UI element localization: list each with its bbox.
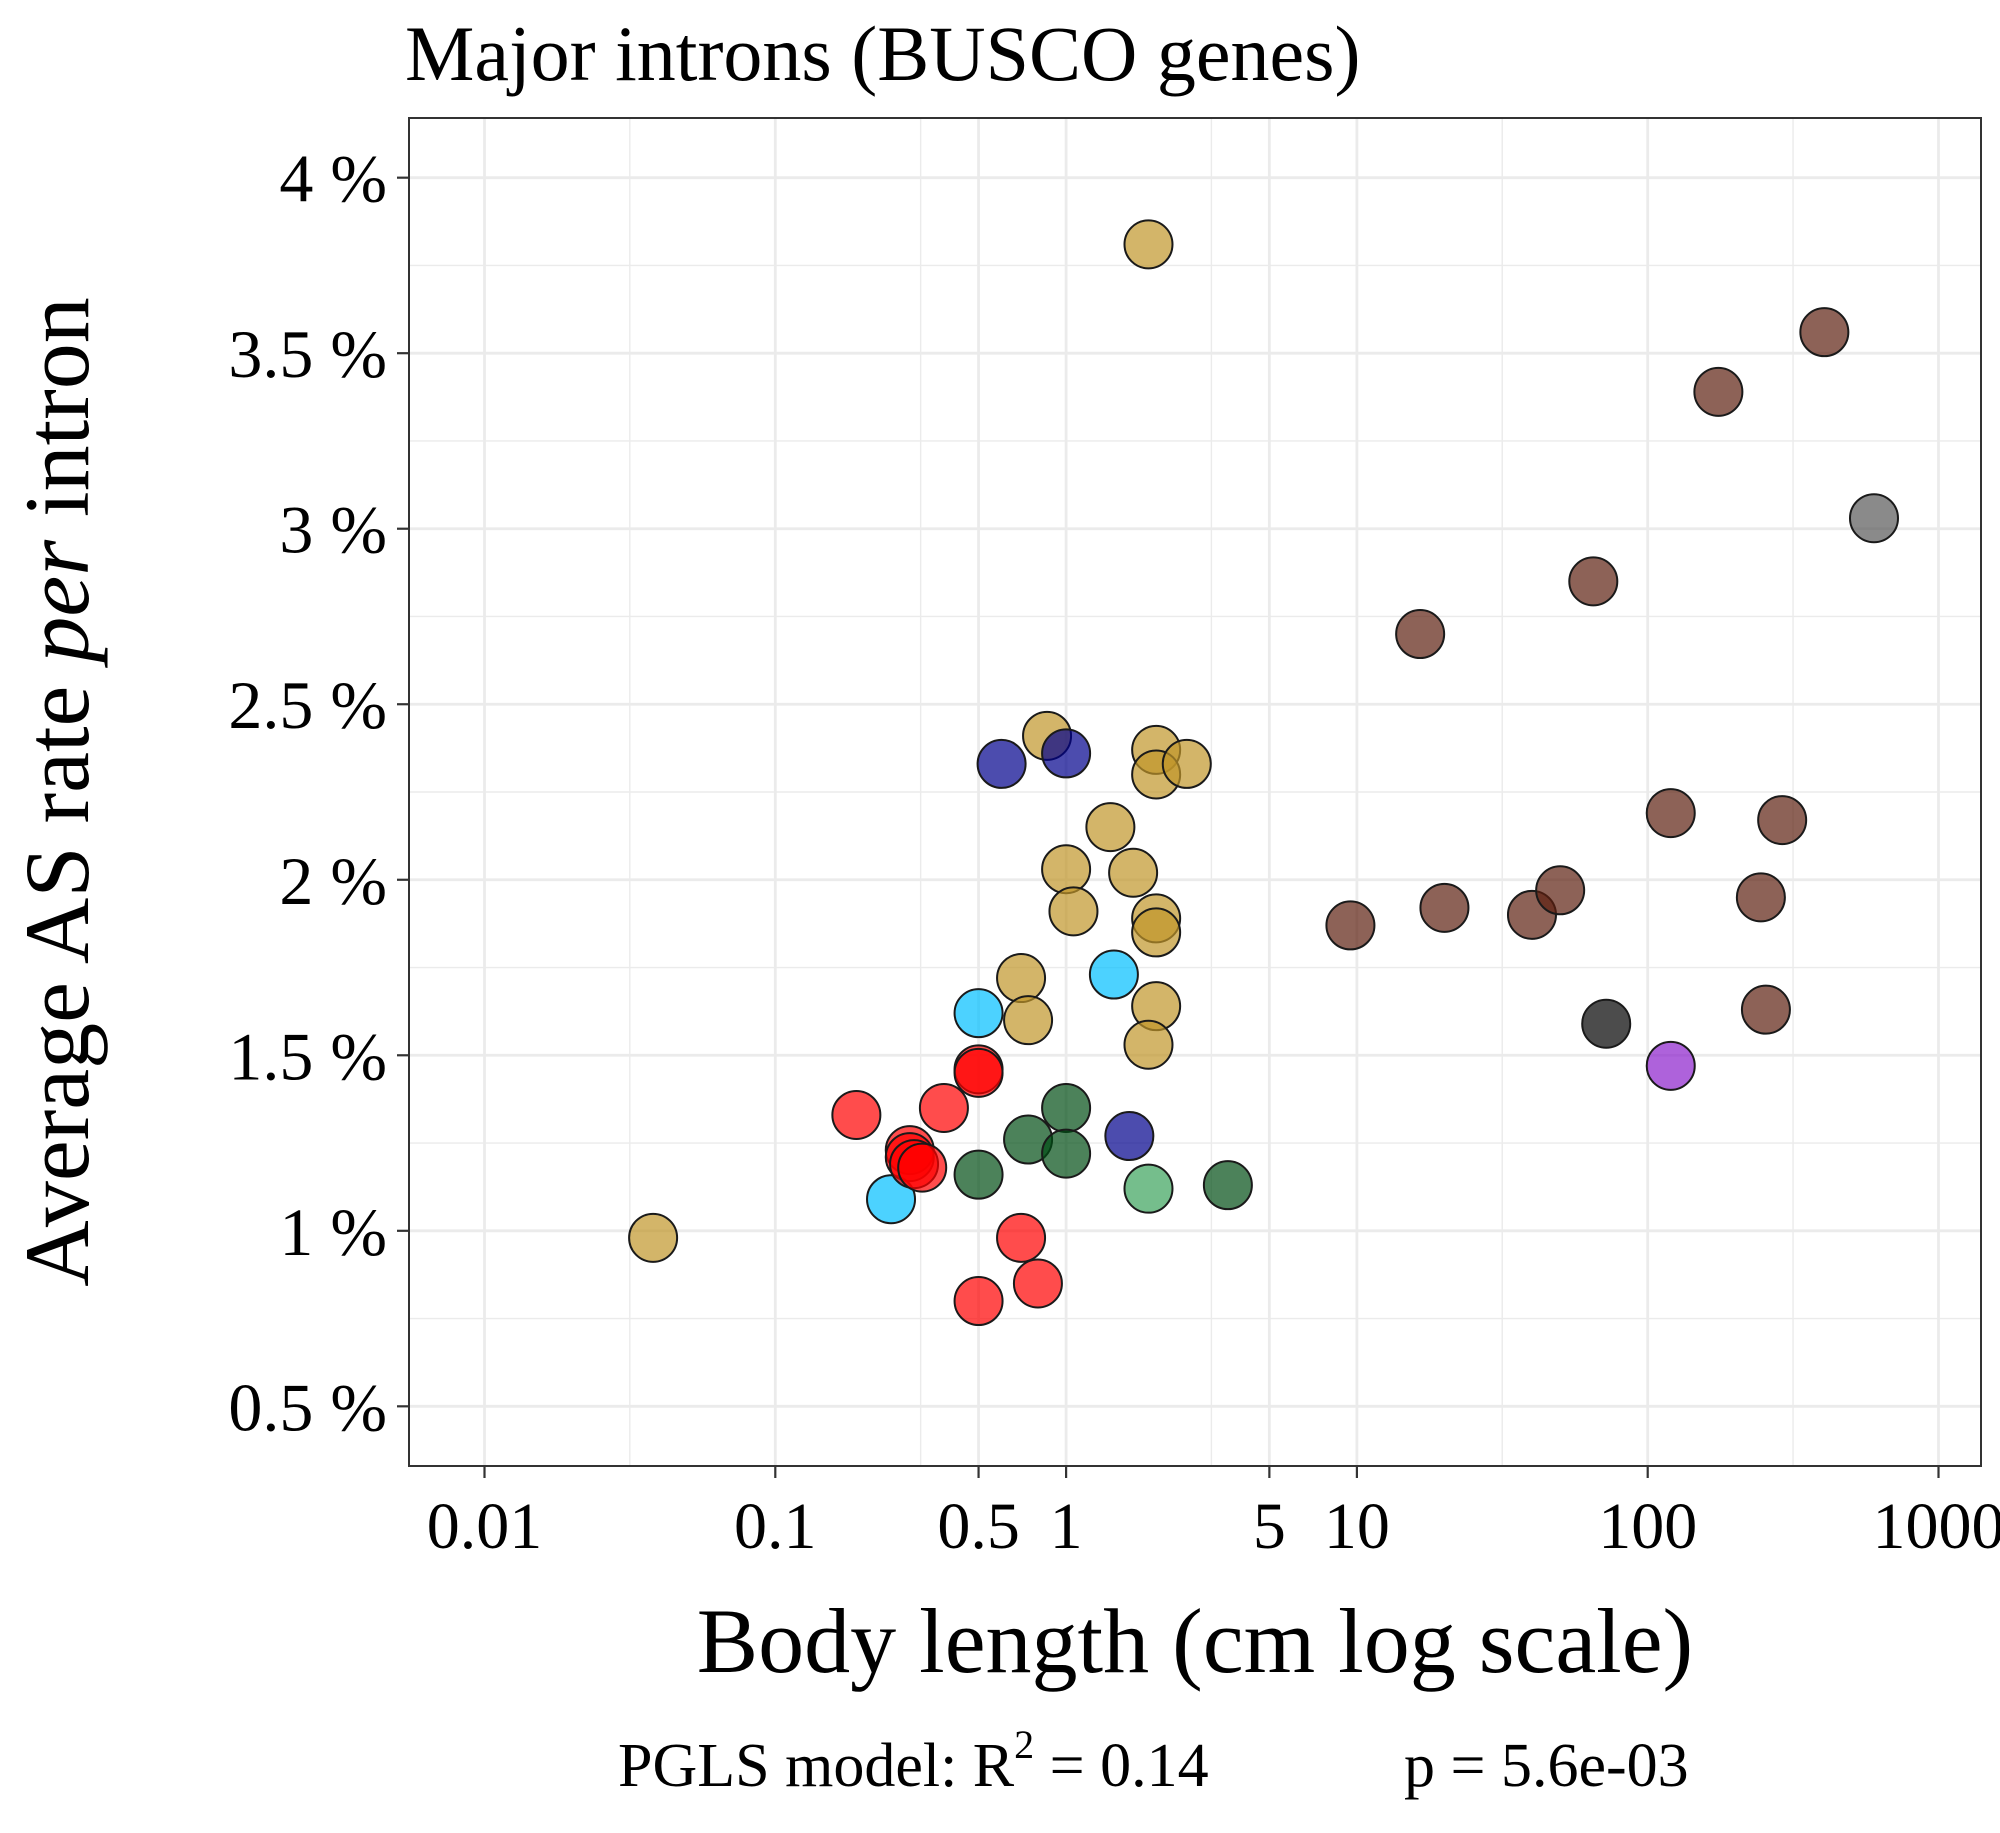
data-point	[1735, 872, 1786, 923]
y-axis-title-italic: per	[6, 539, 108, 669]
x-tick-label: 1000	[1873, 1490, 2000, 1563]
data-point	[1104, 1111, 1155, 1162]
data-point	[1535, 865, 1586, 916]
data-point	[918, 1082, 969, 1133]
data-point	[1693, 366, 1744, 417]
x-tick-label: 0.01	[427, 1490, 543, 1563]
data-point	[1085, 802, 1136, 853]
footnote-pvalue: p = 5.6e-03	[1404, 1732, 1689, 1800]
data-point	[1757, 795, 1808, 846]
data-point	[1041, 1128, 1092, 1179]
x-tick-label: 100	[1598, 1490, 1697, 1563]
data-point	[953, 988, 1004, 1039]
data-point	[1131, 907, 1182, 958]
data-point	[1161, 738, 1212, 789]
x-tick-label: 0.5	[937, 1490, 1020, 1563]
data-point	[1325, 900, 1376, 951]
data-point	[897, 1142, 948, 1193]
y-axis-title: Average AS rate per intron	[6, 297, 108, 1287]
data-point	[831, 1089, 882, 1140]
data-point	[1012, 1258, 1063, 1309]
data-points	[628, 219, 1899, 1327]
data-point	[1202, 1160, 1253, 1211]
data-point	[1048, 886, 1099, 937]
data-point	[1123, 1019, 1174, 1070]
data-point	[1740, 984, 1791, 1035]
data-point	[1041, 844, 1092, 895]
footnote-r2: = 0.14	[1034, 1732, 1208, 1800]
data-point	[1799, 307, 1850, 358]
data-point	[1645, 1040, 1696, 1091]
x-axis-title: Body length (cm log scale)	[697, 1590, 1693, 1692]
data-point	[1395, 609, 1446, 660]
x-axis: 0.01 0.1 0.5 1 5 10 100 1000	[427, 1466, 2000, 1563]
y-axis: 0.5 % 1 % 1.5 % 2 % 2.5 % 3 % 3.5 % 4 %	[228, 141, 409, 1445]
data-point	[996, 953, 1047, 1004]
x-tick-label: 5	[1253, 1490, 1286, 1563]
y-tick-label: 2.5 %	[228, 667, 387, 743]
x-tick-label: 10	[1324, 1490, 1390, 1563]
plot-border	[408, 117, 1982, 1467]
y-tick-label: 3 %	[279, 492, 387, 568]
major-gridlines	[409, 118, 1981, 1466]
footnote-label: PGLS model: R	[618, 1732, 1015, 1800]
data-point	[1123, 1163, 1174, 1214]
y-tick-label: 1 %	[279, 1194, 387, 1270]
y-tick-label: 4 %	[279, 141, 387, 217]
data-point	[866, 1174, 917, 1225]
y-tick-label: 0.5 %	[228, 1369, 387, 1445]
chart-title: Major introns (BUSCO genes)	[405, 10, 1360, 97]
footnote-superscript: 2	[1014, 1722, 1034, 1767]
data-point	[1645, 788, 1696, 839]
y-axis-title-suffix: intron	[6, 297, 108, 540]
data-point	[1123, 219, 1174, 270]
data-point	[628, 1212, 679, 1263]
minor-gridlines	[409, 118, 1981, 1466]
data-point	[1108, 847, 1159, 898]
data-point	[976, 738, 1027, 789]
data-point	[953, 1047, 1004, 1098]
y-tick-label: 1.5 %	[228, 1018, 387, 1094]
data-point	[1003, 995, 1054, 1046]
y-tick-label: 3.5 %	[228, 316, 387, 392]
plot-area	[408, 117, 1982, 1467]
y-tick-label: 2 %	[279, 843, 387, 919]
data-point	[1041, 728, 1092, 779]
x-tick-label: 0.1	[734, 1490, 817, 1563]
data-point	[1568, 556, 1619, 607]
y-axis-title-prefix: Average AS rate	[6, 663, 108, 1287]
data-point	[1848, 493, 1899, 544]
data-point	[1581, 998, 1632, 1049]
data-point	[1419, 882, 1470, 933]
data-point	[953, 1276, 1004, 1327]
data-point	[1088, 949, 1139, 1000]
x-tick-label: 1	[1050, 1490, 1083, 1563]
model-footnote: PGLS model: R2 = 0.14 p = 5.6e-03	[618, 1722, 1689, 1800]
data-point	[1041, 1082, 1092, 1133]
data-point	[953, 1149, 1004, 1200]
data-point	[996, 1212, 1047, 1263]
